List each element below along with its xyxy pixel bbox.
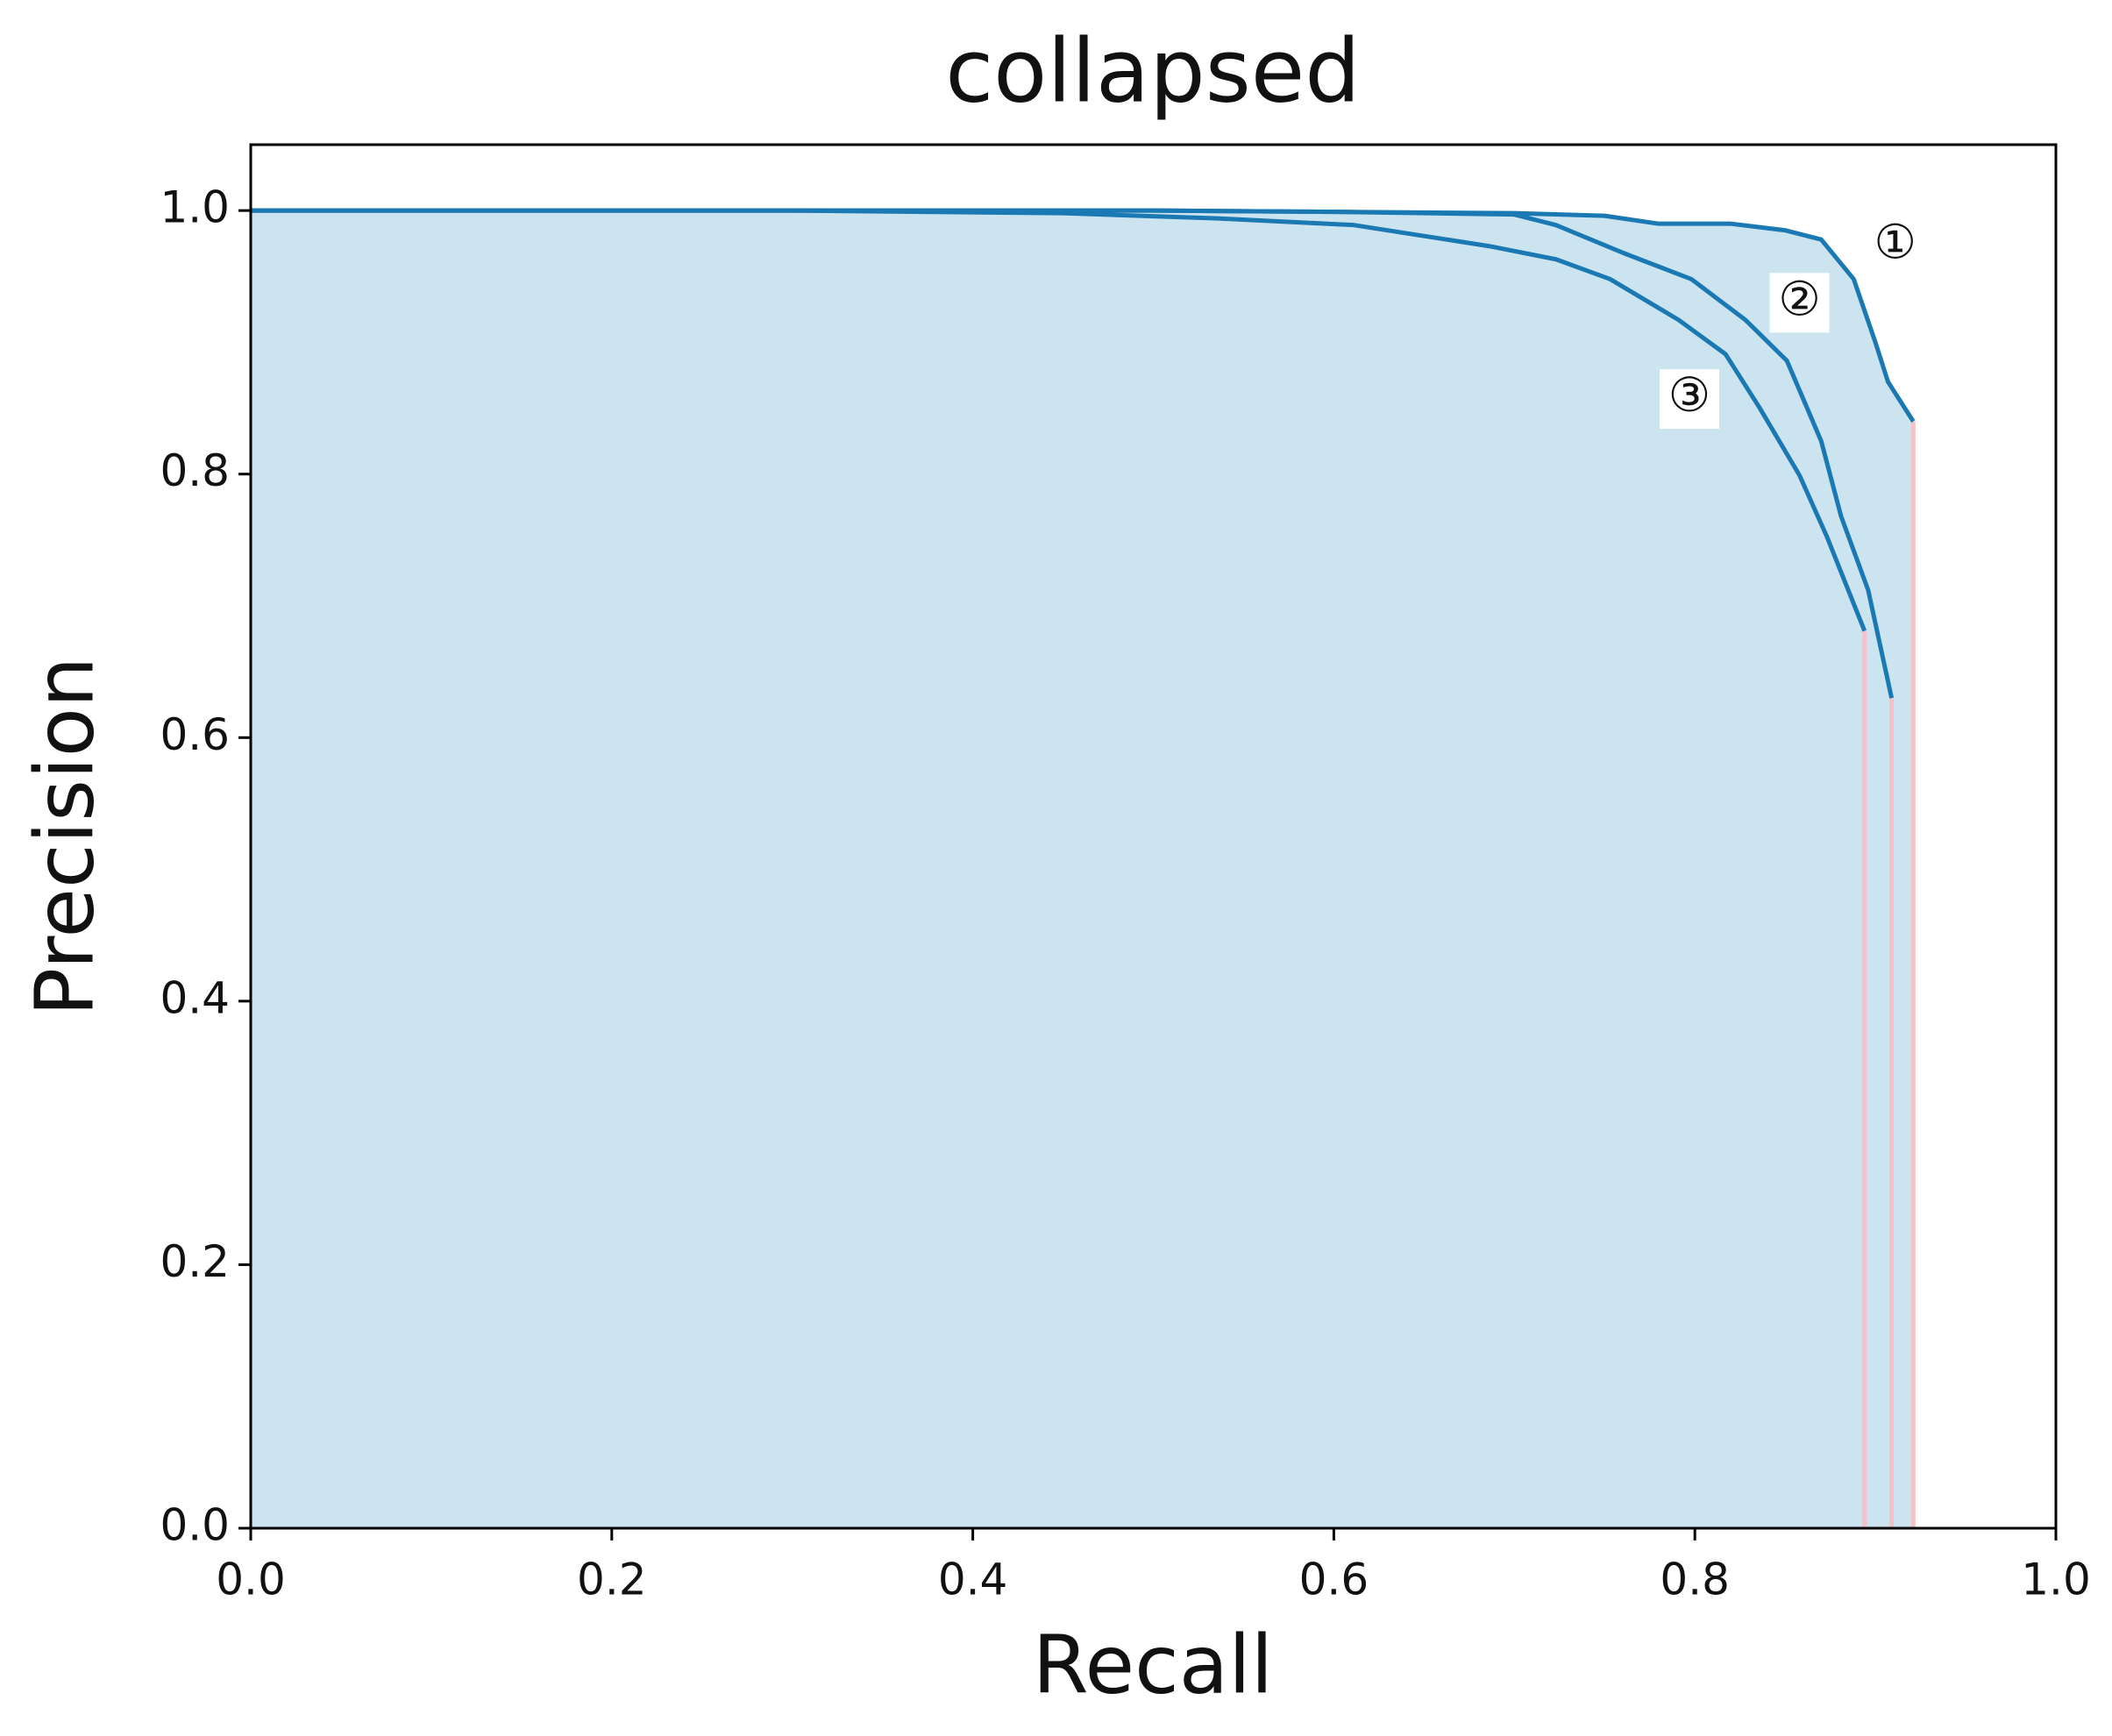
annotation: ③ — [1668, 367, 1710, 423]
y-tick-label: 0.8 — [160, 445, 230, 496]
annotation: ② — [1778, 271, 1820, 326]
x-tick-label: 0.4 — [938, 1555, 1008, 1605]
annotation-box — [1769, 273, 1830, 333]
annotation: ① — [1874, 215, 1916, 270]
x-tick-label: 0.6 — [1299, 1555, 1369, 1605]
x-tick-label: 0.8 — [1660, 1555, 1730, 1605]
x-tick-label: 0.0 — [216, 1555, 286, 1605]
y-tick-label: 0.4 — [160, 972, 230, 1023]
y-tick-label: 0.6 — [160, 709, 230, 760]
annotation-box — [1865, 216, 1925, 276]
pr-curve — [251, 208, 1895, 699]
y-tick-label: 0.0 — [160, 1500, 230, 1551]
axes-frame — [249, 143, 2058, 1530]
x-axis-label: Recall — [1033, 1618, 1273, 1711]
x-tick-label: 0.2 — [577, 1555, 647, 1605]
pr-curve — [251, 208, 1867, 632]
chart-title: collapsed — [945, 19, 1361, 122]
area-fill — [251, 210, 1865, 1529]
y-tick-label: 0.2 — [160, 1236, 230, 1287]
y-axis-label: Precision — [18, 657, 111, 1017]
plot-area — [251, 208, 1916, 1529]
annotation-box — [1660, 369, 1720, 430]
x-tick-label: 1.0 — [2021, 1555, 2091, 1605]
y-tick-label: 1.0 — [160, 182, 230, 233]
